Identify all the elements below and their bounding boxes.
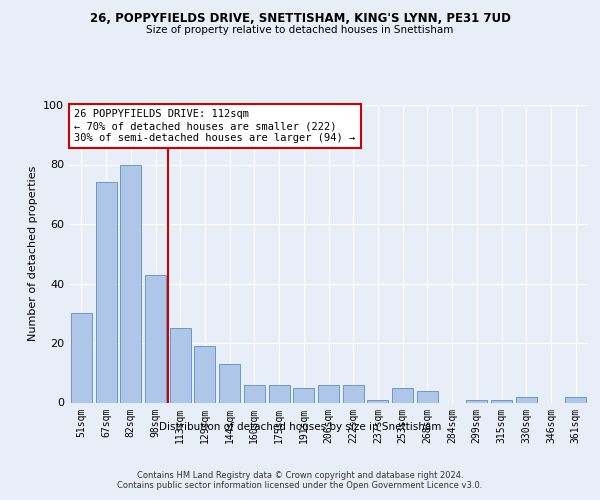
Y-axis label: Number of detached properties: Number of detached properties: [28, 166, 38, 342]
Bar: [392, 388, 413, 402]
Bar: [367, 400, 388, 402]
Text: 26, POPPYFIELDS DRIVE, SNETTISHAM, KING'S LYNN, PE31 7UD: 26, POPPYFIELDS DRIVE, SNETTISHAM, KING'…: [89, 12, 511, 26]
Bar: [71, 313, 92, 402]
Bar: [170, 328, 191, 402]
Text: 26 POPPYFIELDS DRIVE: 112sqm
← 70% of detached houses are smaller (222)
30% of s: 26 POPPYFIELDS DRIVE: 112sqm ← 70% of de…: [74, 110, 355, 142]
Text: Contains HM Land Registry data © Crown copyright and database right 2024.
Contai: Contains HM Land Registry data © Crown c…: [118, 470, 482, 490]
Bar: [244, 384, 265, 402]
Bar: [194, 346, 215, 403]
Bar: [466, 400, 487, 402]
Bar: [269, 384, 290, 402]
Bar: [565, 396, 586, 402]
Bar: [293, 388, 314, 402]
Bar: [95, 182, 116, 402]
Text: Size of property relative to detached houses in Snettisham: Size of property relative to detached ho…: [146, 25, 454, 35]
Bar: [343, 384, 364, 402]
Bar: [120, 164, 141, 402]
Bar: [516, 396, 537, 402]
Bar: [219, 364, 240, 403]
Bar: [318, 384, 339, 402]
Bar: [145, 274, 166, 402]
Bar: [417, 390, 438, 402]
Bar: [491, 400, 512, 402]
Text: Distribution of detached houses by size in Snettisham: Distribution of detached houses by size …: [159, 422, 441, 432]
